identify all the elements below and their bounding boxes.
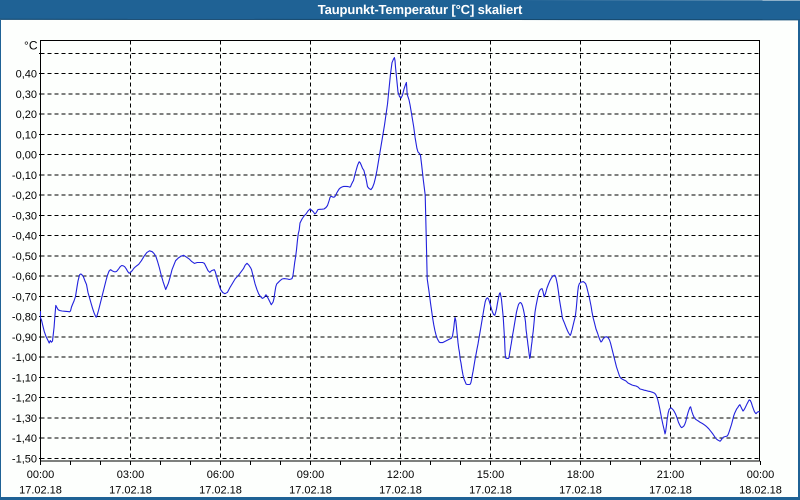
svg-text:-0,30: -0,30: [12, 210, 37, 222]
svg-text:0,20: 0,20: [16, 109, 37, 121]
svg-text:-1,30: -1,30: [12, 413, 37, 425]
svg-text:-0,60: -0,60: [12, 271, 37, 283]
svg-text:17.02.18: 17.02.18: [469, 485, 512, 497]
svg-text:09:00: 09:00: [297, 469, 325, 481]
svg-text:-0,10: -0,10: [12, 170, 37, 182]
svg-text:17.02.18: 17.02.18: [199, 485, 242, 497]
svg-text:-1,00: -1,00: [12, 352, 37, 364]
svg-text:-1,50: -1,50: [12, 453, 37, 465]
svg-text:06:00: 06:00: [207, 469, 235, 481]
svg-text:15:00: 15:00: [477, 469, 505, 481]
svg-text:17.02.18: 17.02.18: [649, 485, 692, 497]
svg-text:°C: °C: [24, 39, 38, 53]
svg-text:12:00: 12:00: [387, 469, 415, 481]
svg-text:-0,40: -0,40: [12, 231, 37, 243]
svg-text:-0,70: -0,70: [12, 291, 37, 303]
svg-text:-0,90: -0,90: [12, 332, 37, 344]
svg-text:-1,40: -1,40: [12, 433, 37, 445]
svg-text:03:00: 03:00: [117, 469, 145, 481]
svg-text:17.02.18: 17.02.18: [289, 485, 332, 497]
svg-text:18.02.18: 18.02.18: [739, 485, 782, 497]
svg-text:00:00: 00:00: [747, 469, 775, 481]
svg-text:0,10: 0,10: [16, 129, 37, 141]
svg-text:0,30: 0,30: [16, 89, 37, 101]
svg-text:17.02.18: 17.02.18: [379, 485, 422, 497]
svg-text:-1,20: -1,20: [12, 393, 37, 405]
svg-text:-0,80: -0,80: [12, 312, 37, 324]
svg-text:17.02.18: 17.02.18: [19, 485, 62, 497]
svg-text:17.02.18: 17.02.18: [559, 485, 602, 497]
svg-text:-0,50: -0,50: [12, 251, 37, 263]
svg-text:-0,20: -0,20: [12, 190, 37, 202]
svg-text:0,00: 0,00: [16, 150, 37, 162]
svg-text:0,40: 0,40: [16, 69, 37, 81]
svg-text:00:00: 00:00: [27, 469, 55, 481]
svg-text:21:00: 21:00: [657, 469, 685, 481]
svg-text:-1,10: -1,10: [12, 372, 37, 384]
svg-text:17.02.18: 17.02.18: [109, 485, 152, 497]
svg-text:18:00: 18:00: [567, 469, 595, 481]
